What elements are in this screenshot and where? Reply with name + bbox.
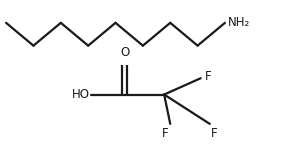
Text: HO: HO bbox=[72, 88, 90, 101]
Text: NH₂: NH₂ bbox=[228, 16, 250, 29]
Text: F: F bbox=[211, 127, 218, 140]
Text: F: F bbox=[162, 127, 169, 140]
Text: F: F bbox=[205, 70, 212, 83]
Text: O: O bbox=[120, 46, 129, 59]
